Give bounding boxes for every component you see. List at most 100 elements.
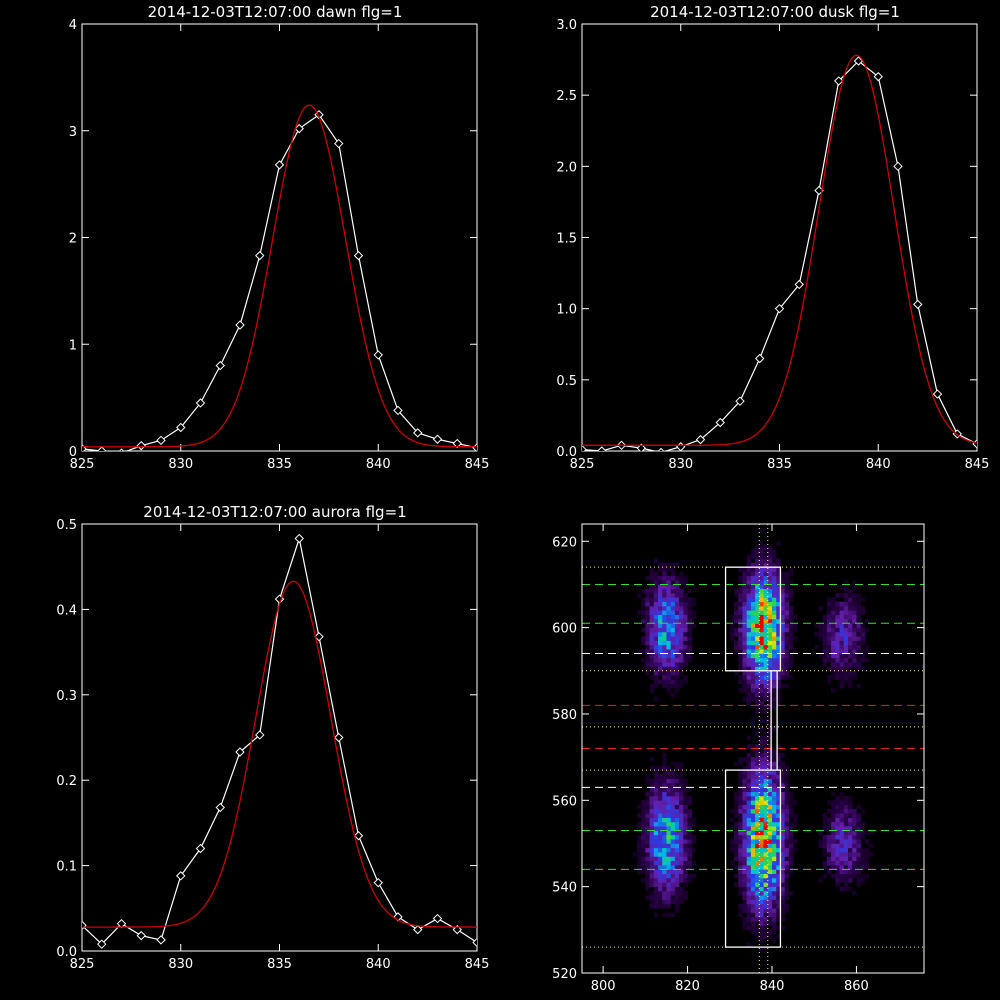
- heatmap-cell: [746, 869, 752, 874]
- heatmap-cell: [755, 623, 760, 628]
- heatmap-cell: [759, 726, 764, 732]
- heatmap-cell: [759, 606, 764, 611]
- heatmap-cell: [742, 580, 747, 585]
- heatmap-cell: [746, 606, 752, 611]
- heatmap-cell: [763, 640, 769, 646]
- heatmap-cell: [759, 584, 764, 590]
- heatmap-cell: [856, 614, 861, 620]
- heatmap-cell: [755, 545, 760, 551]
- heatmap-cell: [653, 610, 659, 615]
- x-tick-label: 825: [570, 457, 595, 472]
- heatmap-cell: [864, 618, 870, 624]
- heatmap-cell: [641, 627, 646, 633]
- heatmap-cell: [772, 666, 777, 672]
- heatmap-cell: [658, 662, 663, 667]
- heatmap-cell: [645, 856, 650, 862]
- heatmap-cell: [759, 852, 764, 857]
- x-tick-label: 835: [267, 457, 292, 472]
- heatmap-cell: [852, 614, 857, 620]
- heatmap-cell: [670, 830, 676, 836]
- heatmap-cell: [738, 783, 743, 788]
- heatmap-cell: [687, 657, 693, 663]
- heatmap-cell: [755, 558, 760, 564]
- heatmap-cell: [767, 774, 773, 780]
- heatmap-cell: [670, 601, 676, 607]
- data-point: [432, 913, 443, 924]
- heatmap-cell: [755, 640, 760, 646]
- data-point: [235, 747, 245, 757]
- heatmap-cell: [742, 865, 747, 870]
- heatmap-cell: [653, 606, 659, 611]
- heatmap-cell: [856, 860, 861, 866]
- heatmap-cell: [755, 593, 760, 598]
- heatmap-cell: [776, 597, 781, 603]
- heatmap-cell: [852, 627, 857, 633]
- heatmap-cell: [653, 882, 659, 887]
- heatmap-cell: [679, 778, 684, 784]
- heatmap-cell: [670, 895, 676, 900]
- heatmap-cell: [649, 869, 655, 874]
- heatmap-cell: [653, 623, 659, 628]
- heatmap-cell: [818, 653, 823, 659]
- heatmap-cell: [826, 826, 832, 831]
- heatmap-cell: [848, 597, 853, 603]
- heatmap-cell: [772, 787, 777, 792]
- heatmap-cell: [772, 908, 777, 913]
- heatmap-cell: [763, 890, 769, 896]
- heatmap-cell: [658, 588, 663, 594]
- heatmap-cell: [687, 839, 693, 844]
- heatmap-cell: [759, 558, 764, 564]
- heatmap-cell: [755, 696, 760, 702]
- heatmap-cell: [658, 640, 663, 646]
- data-point: [334, 138, 344, 149]
- heatmap-cell: [767, 860, 773, 866]
- heatmap-cell: [767, 554, 773, 559]
- heatmap-cell: [856, 606, 861, 611]
- heatmap-cell: [670, 588, 676, 594]
- heatmap-cell: [662, 670, 667, 676]
- heatmap-cell: [759, 588, 764, 594]
- heatmap-cell: [780, 895, 785, 900]
- data-point: [97, 939, 107, 949]
- heatmap-cell: [666, 675, 671, 680]
- heatmap-cell: [738, 675, 743, 680]
- heatmap-cell: [738, 757, 743, 762]
- y-tick-label: 2.0: [556, 160, 577, 175]
- heatmap-cell: [742, 795, 747, 801]
- heatmap-cell: [738, 912, 743, 918]
- heatmap-cell: [750, 821, 756, 827]
- heatmap-cell: [658, 649, 663, 654]
- heatmap-cell: [818, 636, 823, 641]
- heatmap-cell: [674, 804, 680, 810]
- gaussian-fit-line: [82, 104, 477, 448]
- heatmap-cell: [772, 692, 777, 697]
- heatmap-cell: [670, 580, 676, 585]
- heatmap-cell: [645, 886, 650, 892]
- heatmap-cell: [674, 627, 680, 633]
- heatmap-cell: [645, 653, 650, 659]
- heatmap-cell: [848, 795, 853, 801]
- heatmap-cell: [759, 921, 764, 926]
- heatmap-cell: [742, 696, 747, 702]
- heatmap-cell: [759, 791, 764, 797]
- heatmap-cell: [822, 623, 828, 628]
- y-tick-label: 2.5: [556, 89, 577, 104]
- heatmap-cell: [649, 614, 655, 620]
- heatmap-cell: [856, 644, 861, 650]
- heatmap-cell: [658, 580, 663, 585]
- heatmap-cell: [831, 791, 836, 797]
- heatmap-cell: [767, 839, 773, 844]
- heatmap-cell: [780, 783, 785, 788]
- heatmap-cell: [776, 640, 781, 646]
- heatmap-cell: [683, 649, 688, 654]
- heatmap-cell: [776, 606, 781, 611]
- heatmap-cell: [746, 921, 752, 926]
- heatmap-cell: [759, 925, 764, 931]
- heatmap-cell: [835, 675, 840, 680]
- heatmap-cell: [780, 903, 785, 909]
- heatmap-cell: [649, 843, 655, 849]
- heatmap-cell: [742, 666, 747, 672]
- y-tick-label: 520: [552, 967, 577, 982]
- heatmap-cell: [750, 588, 756, 594]
- heatmap-cell: [864, 856, 870, 862]
